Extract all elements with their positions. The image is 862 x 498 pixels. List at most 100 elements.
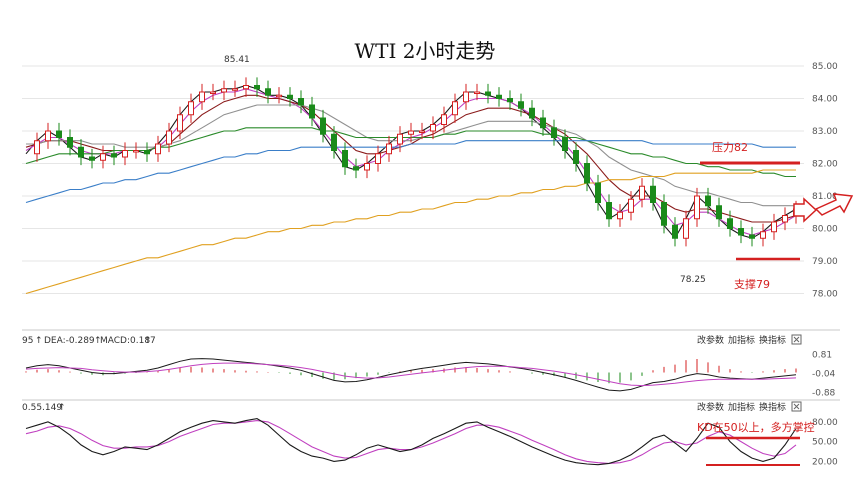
macd-y-ticks: 0.81 -0.04 -0.88: [812, 350, 836, 398]
arrow-right-icon: [793, 197, 818, 223]
kd-header-label: 0.55.149: [22, 403, 62, 413]
candle-body: [155, 143, 161, 155]
candle-body: [353, 166, 359, 171]
candle-body: [529, 107, 535, 119]
main-y-tick-label: 85.00: [812, 62, 838, 72]
candle-body: [221, 88, 227, 93]
candle-body: [122, 150, 128, 158]
candle-body: [694, 195, 700, 220]
low-price-label: 78.25: [680, 275, 706, 285]
macd-dea-label: DEA:-0.289: [44, 336, 95, 346]
macd-y-tick-label: 0.81: [812, 350, 832, 360]
kd-y-tick-label: 50.00: [812, 438, 838, 448]
kd-k-line: [25, 418, 797, 466]
candle-body: [309, 104, 315, 119]
high-price-label: 85.41: [224, 55, 250, 65]
candle-body: [705, 195, 711, 207]
macd-toolbar: 改参数 加指标 换指标: [697, 334, 802, 346]
main-y-tick-label: 81.00: [812, 192, 838, 202]
macd-y-tick-label: -0.04: [812, 369, 836, 379]
candle-body: [474, 91, 480, 94]
candle-body: [485, 91, 491, 96]
main-y-tick-label: 82.00: [812, 160, 838, 170]
candle-body: [672, 224, 678, 239]
macd-up-arrow-icon: ↑: [35, 336, 43, 346]
macd-close-icon: [791, 334, 802, 345]
arrow-up-right-icon: [814, 193, 854, 216]
candle-body: [232, 88, 238, 91]
ma-line: [25, 169, 796, 295]
candle-body: [760, 231, 766, 239]
candle-body: [100, 153, 106, 161]
candle-body: [749, 234, 755, 239]
macd-dif-label: 95: [22, 336, 33, 346]
candle-body: [496, 94, 502, 99]
candle-body: [276, 94, 282, 98]
kd-toolbar-item: 换指标: [759, 401, 786, 413]
macd-y-tick-label: -0.88: [812, 388, 836, 398]
candle-body: [397, 133, 403, 145]
candle-body: [782, 215, 788, 223]
candle-body: [507, 98, 513, 103]
macd-toolbar-item: 换指标: [759, 334, 786, 346]
main-y-tick-label: 78.00: [812, 290, 838, 300]
candle-body: [452, 101, 458, 116]
kd-close-icon-x: [793, 403, 800, 410]
kd-toolbar-item: 加指标: [728, 401, 755, 413]
ma-line: [25, 140, 796, 204]
candle-body: [287, 94, 293, 99]
candle-body: [617, 211, 623, 220]
candle-body: [419, 130, 425, 133]
kd-panel: 0.55.149 ↑ 改参数 加指标 换指标 80.00 50.00 20.00 KD在…: [22, 401, 838, 467]
candle-body: [89, 156, 95, 161]
chart-title: WTI 2小时走势: [355, 39, 496, 63]
candle-body: [463, 91, 469, 103]
kd-toolbar-item: 改参数: [697, 401, 724, 413]
kd-y-tick-label: 20.00: [812, 457, 838, 467]
candle-body: [342, 150, 348, 168]
candle-body: [441, 114, 447, 125]
candle-body: [364, 163, 370, 171]
candle-body: [34, 140, 40, 155]
candle-body: [716, 205, 722, 220]
kd-y-ticks: 80.00 50.00 20.00: [812, 418, 838, 468]
candle-body: [133, 150, 139, 153]
support-label: 支撑79: [734, 277, 770, 291]
resistance-label: 压力82: [712, 141, 748, 154]
candle-body: [584, 163, 590, 184]
main-y-tick-label: 80.00: [812, 225, 838, 235]
macd-up-arrow3-icon: ↑: [144, 336, 152, 346]
macd-toolbar-item: 加指标: [728, 334, 755, 346]
candle-body: [320, 117, 326, 135]
candle-body: [595, 182, 601, 203]
candle-body: [67, 137, 73, 148]
candle-body: [683, 218, 689, 239]
candle-body: [210, 91, 216, 94]
candle-body: [606, 202, 612, 220]
candle-body: [727, 218, 733, 229]
main-price-panel: 85.00 84.00 83.00 82.00 81.00 80.00 79.00 78.00…: [22, 38, 854, 331]
price-candles: [34, 77, 799, 247]
candle-body: [188, 101, 194, 116]
candle-body: [56, 130, 62, 138]
candle-body: [78, 146, 84, 158]
candle-body: [650, 185, 656, 203]
candle-body: [573, 150, 579, 164]
candle-body: [375, 153, 381, 164]
candle-body: [166, 130, 172, 145]
macd-lines: [25, 358, 797, 392]
main-y-tick-label: 84.00: [812, 95, 838, 105]
kd-toolbar: 改参数 加指标 换指标: [697, 401, 802, 413]
kd-lines: [25, 418, 797, 466]
kd-close-icon: [791, 401, 802, 412]
candle-body: [144, 150, 150, 155]
candle-body: [386, 143, 392, 155]
candle-body: [254, 85, 260, 90]
candle-body: [661, 202, 667, 226]
candle-body: [45, 130, 51, 142]
candle-body: [408, 130, 414, 135]
kd-annotation: KD在50以上，多方掌控: [697, 420, 815, 434]
main-y-tick-label: 83.00: [812, 127, 838, 137]
candle-body: [562, 137, 568, 151]
candle-body: [430, 124, 436, 132]
